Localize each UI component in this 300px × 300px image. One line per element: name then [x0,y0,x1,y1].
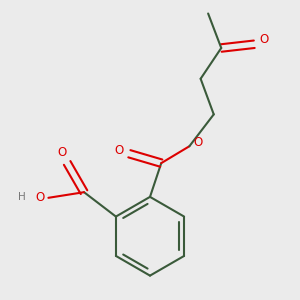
Text: H: H [17,192,25,202]
Text: O: O [114,143,124,157]
Text: O: O [35,190,45,204]
Text: O: O [193,136,202,149]
Text: O: O [57,146,66,159]
Text: O: O [259,33,268,46]
